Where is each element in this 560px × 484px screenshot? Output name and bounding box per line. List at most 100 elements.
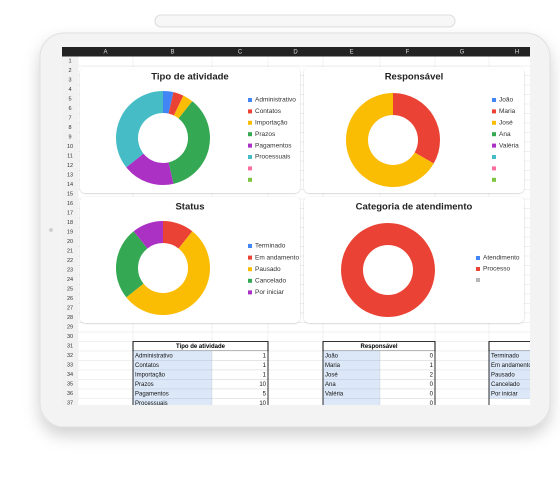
table-value-cell <box>379 369 436 380</box>
row-header: 21 <box>67 249 73 255</box>
row-header: 26 <box>67 296 73 302</box>
row-header: 23 <box>67 268 73 274</box>
legend-label: Importação <box>255 120 288 127</box>
row-header: 27 <box>67 306 73 312</box>
legend-swatch <box>248 177 252 182</box>
donut-segment <box>116 91 163 168</box>
row-header: 1 <box>68 59 71 65</box>
row-header: 35 <box>67 382 73 388</box>
legend-label: João <box>499 97 513 104</box>
column-header: E <box>349 50 353 56</box>
table-value-cell <box>211 369 269 380</box>
table-value-cell <box>379 360 436 371</box>
legend-swatch <box>248 109 252 114</box>
table-label: Valéria <box>325 391 344 397</box>
row-header: 5 <box>68 97 71 103</box>
row-header: 2 <box>68 68 71 74</box>
table-label: Terminado <box>491 353 520 359</box>
legend-label: Por iniciar <box>255 289 285 296</box>
table-title: Tipo de atividade <box>176 344 226 350</box>
legend-swatch <box>476 267 480 271</box>
spreadsheet: A B C D E F G H12345678910111213141516171819202… <box>62 47 532 407</box>
row-header: 34 <box>67 372 73 378</box>
row-header: 15 <box>67 192 73 198</box>
legend-label: Processuais <box>255 154 291 161</box>
row-header: 29 <box>67 325 73 331</box>
legend-swatch <box>492 98 496 102</box>
legend-label: Pagamentos <box>255 142 292 149</box>
table-label: Importação <box>135 372 166 378</box>
row-header: 32 <box>67 353 73 359</box>
chart-title: Categoria de atendimento <box>356 202 473 213</box>
legend-swatch <box>248 290 252 295</box>
table-value-cell <box>379 388 436 399</box>
donut-segment <box>126 153 174 185</box>
donut-segment <box>393 93 440 164</box>
row-header: 6 <box>68 106 71 112</box>
legend-label: Cancelado <box>255 278 286 285</box>
row-header: 14 <box>67 182 73 188</box>
table-label: Prazos <box>135 382 154 388</box>
row-header: 31 <box>67 344 73 350</box>
legend-swatch <box>248 132 252 137</box>
legend-swatch <box>492 177 496 182</box>
legend-swatch <box>248 267 252 272</box>
legend-label: Terminado <box>255 243 286 250</box>
table-value: 0 <box>430 382 434 388</box>
donut-segment <box>345 93 434 187</box>
row-header: 13 <box>67 173 73 179</box>
legend-swatch <box>248 155 252 159</box>
legend-label: Administrativo <box>255 97 296 104</box>
column-header: G <box>460 50 465 56</box>
legend-swatch <box>248 244 252 248</box>
legend-label: José <box>499 120 513 127</box>
donut-segment <box>126 231 210 315</box>
donut-segment <box>116 231 148 298</box>
table-value-cell <box>211 360 269 371</box>
row-header: 8 <box>68 125 71 131</box>
table-value: 0 <box>430 391 434 397</box>
row-header: 12 <box>67 163 73 169</box>
table-label: Administrativo <box>135 353 173 359</box>
table-value: 0 <box>430 401 434 407</box>
legend-swatch <box>248 166 252 171</box>
table-title: Responsável <box>360 344 397 350</box>
legend-swatch <box>492 166 496 171</box>
table-value: 10 <box>259 382 266 388</box>
legend-swatch <box>248 143 252 148</box>
column-header-bar <box>62 47 530 57</box>
row-header: 25 <box>67 287 73 293</box>
column-header: D <box>293 50 298 56</box>
legend-swatch <box>492 132 496 137</box>
row-header-bar <box>62 56 78 405</box>
table-value-cell <box>379 350 436 361</box>
row-header: 10 <box>67 144 73 150</box>
table-value: 5 <box>263 391 267 397</box>
donut-segment <box>168 92 184 116</box>
legend-label: Pausado <box>255 266 281 273</box>
donut-segment <box>341 223 435 317</box>
row-header: 9 <box>68 135 71 141</box>
donut-segment <box>168 101 210 184</box>
donut-segment <box>173 95 193 119</box>
table-label: Maria <box>325 363 341 369</box>
table-value: 0 <box>430 353 434 359</box>
column-header: C <box>238 50 243 56</box>
legend-swatch <box>492 120 496 125</box>
table-value: 2 <box>430 372 434 378</box>
legend-swatch <box>476 278 480 282</box>
chart-title: Status <box>175 202 204 213</box>
table-label: Contatos <box>135 363 159 369</box>
donut-segment <box>133 221 163 249</box>
row-header: 20 <box>67 239 73 245</box>
row-header: 37 <box>67 401 73 407</box>
row-header: 28 <box>67 315 73 321</box>
row-header: 36 <box>67 391 73 397</box>
table-value: 1 <box>263 353 267 359</box>
row-header: 3 <box>68 78 71 84</box>
legend-label: Em andamento <box>255 254 299 261</box>
row-header: 11 <box>67 154 73 160</box>
table-label: Cancelado <box>491 382 520 388</box>
donut-segment <box>163 91 174 114</box>
table-label: Em andamento <box>491 363 532 369</box>
